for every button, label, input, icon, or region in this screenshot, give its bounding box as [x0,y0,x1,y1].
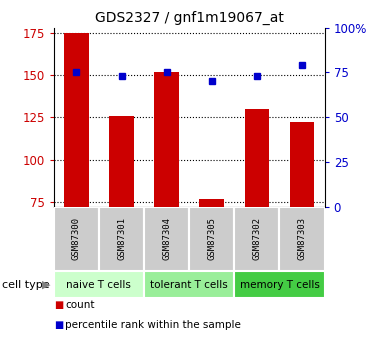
Bar [99,207,144,271]
Bar [234,272,325,298]
Text: percentile rank within the sample: percentile rank within the sample [65,320,241,330]
Text: ■: ■ [54,300,63,310]
Bar [54,272,144,298]
Title: GDS2327 / gnf1m19067_at: GDS2327 / gnf1m19067_at [95,11,284,25]
Bar [144,207,189,271]
Bar [290,122,315,207]
Text: GSM87301: GSM87301 [117,217,126,260]
Text: GSM87305: GSM87305 [207,217,216,260]
Text: naive T cells: naive T cells [66,280,131,289]
Bar [244,109,269,207]
Bar [54,207,99,271]
Bar [234,207,279,271]
Text: GSM87300: GSM87300 [72,217,81,260]
Bar [154,72,179,207]
Text: GSM87303: GSM87303 [298,217,306,260]
Text: tolerant T cells: tolerant T cells [150,280,228,289]
Text: count: count [65,300,95,310]
Bar [109,116,134,207]
Text: GSM87302: GSM87302 [252,217,262,260]
Bar [64,33,89,207]
Text: ■: ■ [54,320,63,330]
Bar [199,198,224,207]
Bar [189,207,234,271]
Text: GSM87304: GSM87304 [162,217,171,260]
Text: cell type: cell type [2,280,49,289]
Bar [144,272,234,298]
Bar [279,207,325,271]
Text: ▶: ▶ [42,280,50,289]
Text: memory T cells: memory T cells [240,280,319,289]
